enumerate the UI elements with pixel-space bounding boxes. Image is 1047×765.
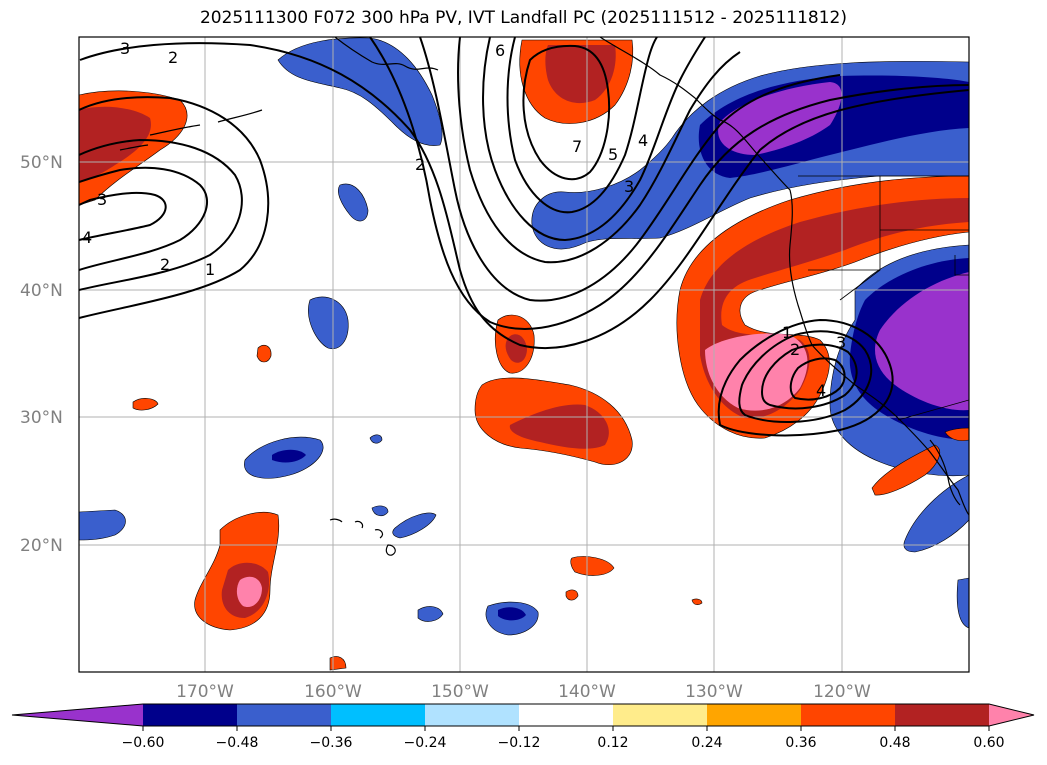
colorbar-tick-label: 0.12 (597, 735, 628, 751)
pv-negative-region (718, 82, 842, 155)
colorbar-segment (613, 704, 708, 726)
colorbar-segment (425, 704, 520, 726)
contour-label: 3 (624, 177, 634, 196)
coastline-alaska-islands (119, 109, 263, 151)
lon-label: 130°W (685, 682, 743, 702)
contour-label: 4 (638, 131, 648, 150)
lat-label: 20°N (20, 536, 63, 556)
colorbar-tick-label: 0.60 (973, 735, 1004, 751)
contour-label: 2 (160, 255, 170, 274)
contour-line (79, 166, 209, 271)
pv-negative-region (875, 272, 969, 411)
colorbar-segment (707, 704, 802, 726)
map-frame (78, 36, 970, 673)
lon-label: 160°W (304, 682, 362, 702)
lon-label: 170°W (176, 682, 234, 702)
colorbar-segment (895, 704, 990, 726)
latitude-labels: 50°N 40°N 30°N 20°N (20, 153, 63, 556)
contour-label: 1 (782, 323, 792, 342)
pv-positive-blob (691, 598, 703, 605)
contour-label: 6 (495, 41, 505, 60)
contour-label: 2 (790, 340, 800, 359)
pv-negative-blob (272, 449, 306, 463)
colorbar-segment (143, 704, 238, 726)
political-borders (798, 175, 969, 421)
coastline-baja (929, 439, 961, 506)
coastline-hawaii (329, 518, 396, 556)
contour-label: 4 (816, 381, 826, 400)
contour-line (79, 138, 243, 291)
colorbar-extend-high (989, 704, 1034, 726)
contour-line (522, 44, 611, 181)
lat-label: 40°N (20, 281, 63, 301)
contour-label: 2 (168, 48, 178, 67)
colorbar-tick-label: −0.60 (122, 735, 165, 751)
contour-labels: 3 2 3 4 2 1 6 7 5 4 3 2 1 2 3 4 (82, 39, 846, 400)
contour-line (79, 191, 167, 241)
colorbar-segment (331, 704, 426, 726)
contour-line (457, 37, 741, 264)
contour-label: 3 (836, 333, 846, 352)
coastlines (119, 37, 969, 556)
contour-line (419, 37, 841, 302)
lon-label: 140°W (558, 682, 616, 702)
contour-line (369, 37, 969, 330)
contour-line (79, 96, 270, 319)
map-title: 2025111300 F072 300 hPa PV, IVT Landfall… (199, 8, 847, 28)
pv-positive-blob (256, 344, 272, 363)
pv-negative-blob (79, 509, 126, 541)
contour-label: 2 (415, 155, 425, 174)
pv-negative-blob (392, 512, 437, 539)
pv-positive-blob (132, 398, 159, 411)
contour-line (717, 318, 894, 437)
contour-label: 7 (572, 137, 582, 156)
lat-label: 30°N (20, 408, 63, 428)
longitude-labels: 170°W 160°W 150°W 140°W 130°W 120°W (176, 682, 871, 702)
contour-line (482, 37, 706, 242)
colorbar-tick-label: −0.24 (404, 735, 447, 751)
contour-label: 5 (608, 145, 618, 164)
contour-label: 3 (97, 190, 107, 209)
pv-positive-region (705, 333, 808, 411)
lon-label: 150°W (431, 682, 489, 702)
colorbar: −0.60 −0.48 −0.36 −0.24 −0.12 0.12 0.24 0.36 0.4… (11, 703, 1035, 751)
contour-line (789, 357, 846, 401)
pv-negative-blob (498, 607, 526, 621)
colorbar-extend-low (12, 704, 143, 726)
colorbar-tick-label: 0.36 (785, 735, 816, 751)
gridlines (79, 37, 969, 672)
pv-positive-blob (944, 427, 969, 442)
colorbar-tick-label: −0.36 (310, 735, 353, 751)
pv-negative-blob (956, 577, 969, 629)
pv-positive-region (509, 404, 609, 449)
pv-negative-blob (369, 434, 383, 444)
contour-line (738, 330, 873, 423)
pv-positive-region (236, 576, 262, 608)
colorbar-tick-label: −0.48 (216, 735, 259, 751)
contour-line (760, 343, 858, 410)
ivt-contours (79, 37, 969, 437)
colorbar-tick-label: 0.24 (691, 735, 722, 751)
pv-negative-blob (338, 183, 369, 222)
contour-label: 1 (205, 260, 215, 279)
lon-label: 120°W (813, 682, 871, 702)
contour-label: 3 (120, 39, 130, 58)
coastline-north-america (334, 37, 969, 516)
colorbar-segment (801, 704, 896, 726)
colorbar-tick-label: −0.12 (498, 735, 541, 751)
colorbar-segment (237, 704, 332, 726)
pv-negative-blob (417, 606, 444, 622)
lat-label: 50°N (20, 153, 63, 173)
contour-label: 4 (82, 228, 92, 247)
pv-positive-blob (871, 444, 940, 496)
colorbar-segment (519, 704, 614, 726)
pv-negative-blob (371, 505, 389, 517)
pv-positive-blob (565, 589, 579, 601)
colorbar-tick-label: 0.48 (879, 735, 910, 751)
contour-line (506, 37, 658, 214)
pv-positive-blob (570, 556, 615, 576)
